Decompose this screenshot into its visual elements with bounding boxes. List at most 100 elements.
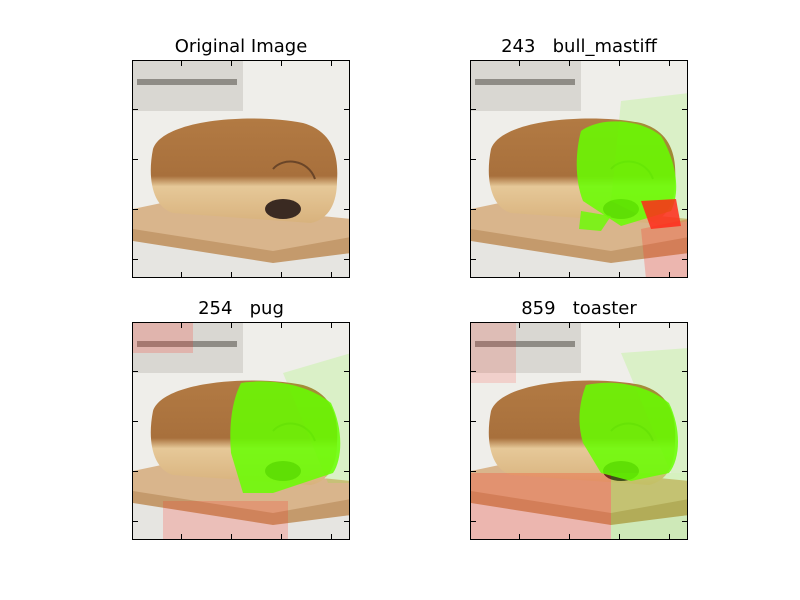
oven-handle [475, 341, 575, 347]
axis-tick [344, 259, 349, 260]
axis-tick [231, 61, 232, 66]
pug-heatmap-image [133, 323, 349, 539]
panel-title-toaster: 859 toaster [521, 298, 637, 319]
oven-shape [471, 323, 581, 373]
axis-tick [669, 272, 670, 277]
axis-tick [569, 323, 570, 328]
positive-region-low [579, 211, 611, 231]
axis-tick [669, 61, 670, 66]
bread-dog-body [150, 118, 338, 223]
image-axes-toaster [470, 322, 688, 540]
axis-tick [281, 272, 282, 277]
negative-region-board [471, 473, 611, 539]
axis-tick [133, 421, 138, 422]
board-edge [133, 229, 349, 263]
toaster-heatmap-image [471, 323, 687, 539]
axis-tick [682, 209, 687, 210]
axis-tick [682, 259, 687, 260]
axis-tick [331, 534, 332, 539]
faint-negative-region [133, 323, 193, 353]
axis-tick [344, 471, 349, 472]
axis-tick [471, 371, 476, 372]
axis-tick [519, 272, 520, 277]
axis-tick [231, 272, 232, 277]
axis-tick [471, 421, 476, 422]
board-edge [471, 491, 687, 525]
axis-tick [331, 323, 332, 328]
axis-tick [344, 371, 349, 372]
axis-tick [682, 109, 687, 110]
axis-tick [682, 421, 687, 422]
axis-tick [619, 272, 620, 277]
panel-title-bull-mastiff: 243 bull_mastiff [501, 36, 657, 57]
axis-tick [619, 323, 620, 328]
axis-tick [133, 259, 138, 260]
axis-tick [344, 209, 349, 210]
axis-tick [181, 61, 182, 66]
axis-tick [519, 534, 520, 539]
pug-wrinkle [272, 160, 316, 180]
axis-tick [471, 471, 476, 472]
axis-tick [471, 159, 476, 160]
axis-tick [344, 421, 349, 422]
panel-title-original: Original Image [174, 36, 308, 57]
original-image [133, 61, 349, 277]
axis-tick [669, 323, 670, 328]
axis-tick [471, 209, 476, 210]
bull-mastiff-heatmap-image [471, 61, 687, 277]
axis-tick [231, 323, 232, 328]
axis-tick [281, 534, 282, 539]
negative-region [641, 199, 681, 229]
axis-tick [619, 534, 620, 539]
axis-tick [471, 109, 476, 110]
axis-tick [471, 521, 476, 522]
axis-tick [519, 323, 520, 328]
oven-shape [133, 323, 243, 373]
faint-positive-region-low [611, 473, 687, 539]
faint-negative-region [471, 323, 516, 383]
axis-tick [181, 323, 182, 328]
oven-handle [137, 341, 237, 347]
positive-region [579, 382, 678, 481]
axis-tick [682, 521, 687, 522]
axis-tick [619, 61, 620, 66]
image-axes-pug [132, 322, 350, 540]
axis-tick [331, 272, 332, 277]
axis-tick [682, 371, 687, 372]
axis-tick [569, 272, 570, 277]
faint-negative-region-low [163, 501, 288, 539]
image-axes-bull-mastiff [470, 60, 688, 278]
positive-region [230, 381, 341, 493]
image-axes-original [132, 60, 350, 278]
axis-tick [344, 159, 349, 160]
axis-tick [133, 371, 138, 372]
faint-negative-region [641, 219, 687, 277]
board-edge [471, 229, 687, 263]
axis-tick [344, 109, 349, 110]
axis-tick [281, 61, 282, 66]
axis-tick [669, 534, 670, 539]
axis-tick [344, 521, 349, 522]
positive-region [576, 121, 677, 226]
axis-tick [569, 534, 570, 539]
axis-tick [281, 323, 282, 328]
axis-tick [133, 109, 138, 110]
board-edge [133, 491, 349, 525]
axis-tick [471, 259, 476, 260]
axis-tick [569, 61, 570, 66]
oven-shape [471, 61, 581, 111]
axis-tick [682, 471, 687, 472]
axis-tick [133, 209, 138, 210]
oven-handle [137, 79, 237, 85]
axis-tick [682, 159, 687, 160]
axis-tick [133, 521, 138, 522]
axis-tick [181, 272, 182, 277]
axis-tick [181, 534, 182, 539]
panel-title-pug: 254 pug [198, 298, 284, 319]
pug-face [265, 199, 301, 219]
axis-tick [231, 534, 232, 539]
axis-tick [331, 61, 332, 66]
oven-handle [475, 79, 575, 85]
axis-tick [133, 159, 138, 160]
axis-tick [133, 471, 138, 472]
